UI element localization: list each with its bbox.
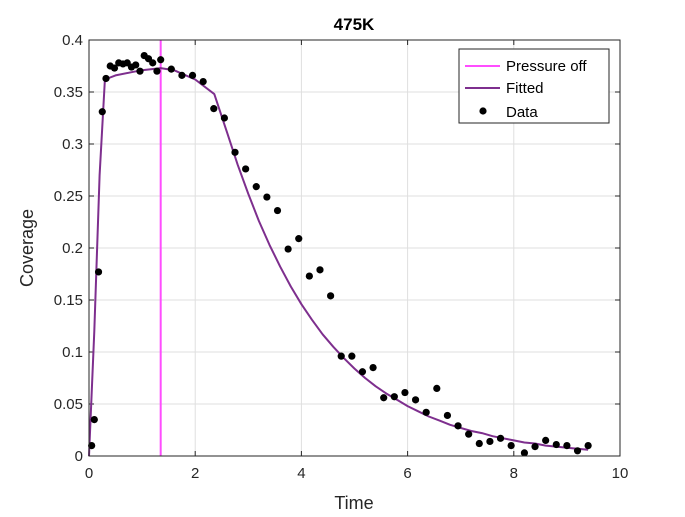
data-point — [348, 352, 356, 360]
data-point — [102, 74, 110, 83]
data-point — [454, 422, 462, 430]
data-point — [153, 67, 161, 75]
data-point — [507, 442, 515, 450]
x-tick-label: 10 — [612, 465, 629, 482]
y-tick-label: 0.35 — [54, 84, 83, 101]
x-axis-label: Time — [334, 493, 373, 513]
data-point — [231, 148, 239, 156]
data-point — [542, 436, 550, 444]
x-tick-label: 6 — [403, 465, 411, 482]
data-point — [380, 394, 388, 402]
data-point — [242, 165, 250, 173]
data-point — [531, 443, 539, 451]
y-axis-label: Coverage — [17, 209, 37, 287]
data-point — [358, 368, 367, 376]
data-point — [584, 442, 592, 450]
data-point — [369, 364, 377, 372]
data-point — [132, 61, 140, 69]
y-tick-label: 0.3 — [62, 136, 83, 153]
series-fitted-line — [88, 67, 589, 457]
tick-labels: 0 2 4 6 8 10 0 0.05 0.1 0.15 0.2 0.25 0.3 0.35 0.4 — [54, 32, 629, 482]
data-point — [98, 108, 106, 116]
data-point — [496, 434, 505, 442]
series-layer — [88, 40, 592, 457]
data-point — [220, 114, 229, 122]
data-point — [422, 408, 430, 416]
data-point — [252, 183, 260, 191]
legend-label-data: Data — [506, 104, 538, 121]
y-tick-label: 0.15 — [54, 292, 83, 309]
data-point — [486, 437, 494, 446]
y-tick-label: 0 — [75, 448, 83, 465]
chart-title: 475K — [334, 15, 375, 34]
legend-label-fitted: Fitted — [506, 80, 544, 97]
data-point — [295, 235, 303, 243]
data-point — [149, 59, 157, 67]
plot-frame — [88, 39, 621, 457]
legend-label-pressure-off: Pressure off — [506, 58, 587, 75]
x-tick-label: 2 — [191, 465, 199, 482]
data-point — [443, 411, 452, 420]
y-tick-label: 0.05 — [54, 396, 83, 413]
legend: Pressure off Fitted Data — [458, 48, 610, 124]
data-point — [110, 64, 119, 72]
y-tick-label: 0.25 — [54, 188, 83, 205]
data-point — [475, 439, 483, 448]
data-point — [273, 206, 282, 215]
data-point — [199, 78, 207, 86]
data-point — [90, 416, 98, 424]
data-point — [263, 193, 271, 201]
data-point — [88, 442, 96, 450]
legend-marker-data — [479, 107, 487, 115]
data-point — [94, 268, 103, 276]
data-point — [188, 71, 197, 79]
y-tick-label: 0.1 — [62, 344, 83, 361]
grid — [89, 40, 620, 456]
data-point — [178, 71, 186, 79]
data-point — [552, 440, 560, 449]
data-point — [411, 396, 420, 404]
data-point — [433, 384, 441, 392]
data-point — [573, 447, 582, 455]
data-point — [284, 245, 292, 253]
data-point — [305, 272, 313, 280]
data-point — [316, 266, 324, 274]
data-point — [327, 292, 335, 300]
data-point — [563, 442, 571, 450]
data-point — [337, 352, 345, 360]
x-tick-label: 8 — [510, 465, 518, 482]
data-point — [401, 388, 409, 397]
x-tick-label: 4 — [297, 465, 305, 482]
data-point — [167, 65, 175, 73]
data-point — [210, 105, 218, 113]
data-point — [157, 56, 165, 64]
x-tick-label: 0 — [85, 465, 93, 482]
data-point — [520, 449, 529, 457]
data-point — [136, 67, 144, 75]
y-tick-label: 0.2 — [62, 240, 83, 257]
data-point — [390, 393, 398, 401]
data-point — [465, 430, 473, 438]
y-tick-label: 0.4 — [62, 32, 83, 49]
